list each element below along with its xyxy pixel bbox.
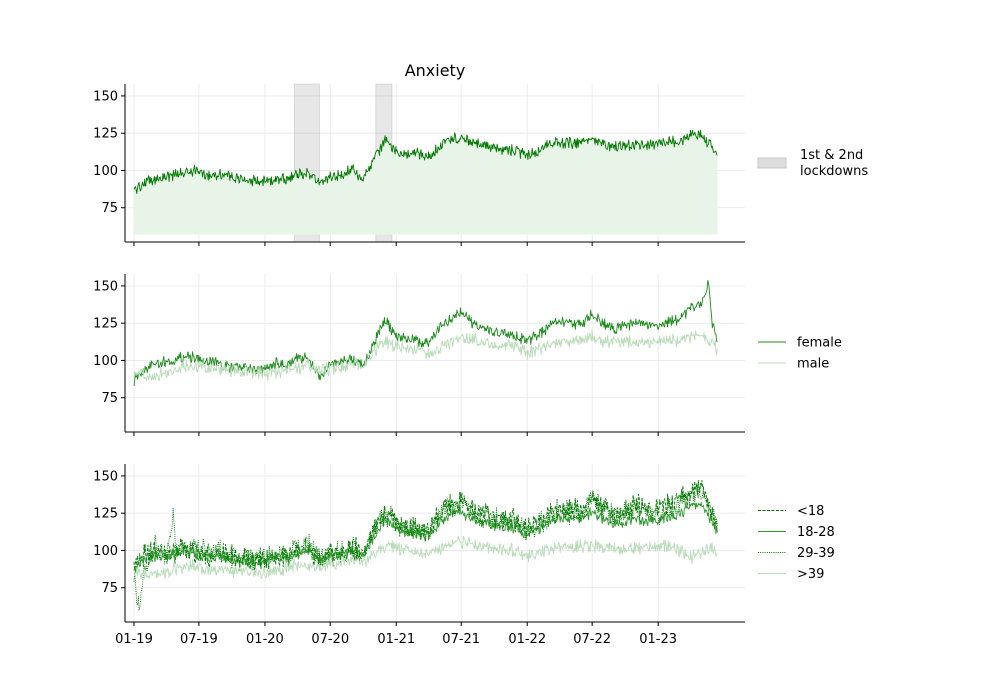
panel-2-series [133, 280, 718, 387]
panel-3-legend-label-0: <18 [797, 504, 824, 519]
panel-3-y-tick-label: 100 [93, 544, 118, 559]
panel-3-x-tick-label: 07-22 [573, 632, 611, 647]
panel-2-y-tick-label: 100 [93, 354, 118, 369]
panel-3-series [133, 479, 718, 611]
panel-2-y-tick-label: 75 [101, 391, 118, 406]
panel-2-legend-label-0: female [797, 336, 842, 351]
panel-1-y-tick-label: 75 [101, 201, 118, 216]
panel-1-anxiety: Anxiety 75 100 125 150 1st & 2nd lockdowns [93, 61, 868, 246]
panel-2-series-line-1 [133, 330, 718, 381]
panel-3-legend: <18 18-28 29-39 >39 [758, 504, 835, 582]
panel-2-series-line-0 [133, 280, 718, 387]
panel-1-y-ticks: 75 100 125 150 [93, 89, 125, 216]
panel-3-series-line-1 [133, 502, 718, 574]
panel-3-y-tick-label: 75 [101, 581, 118, 596]
panel-2-y-ticks: 75 100 125 150 [93, 279, 125, 406]
legend-lockdown-label-line: lockdowns [800, 164, 868, 179]
panel-1-y-tick-label: 100 [93, 164, 118, 179]
panel-3-age: 75 100 125 150 01-19 07-19 01-20 07-20 01-21 07-… [93, 464, 835, 647]
panel-2-y-tick-label: 150 [93, 279, 118, 294]
panel-3-series-line-2 [133, 484, 718, 611]
panel-3-series-line-3 [133, 535, 718, 580]
panel-1-y-tick-label: 150 [93, 89, 118, 104]
panel-1-series-line-0 [133, 129, 718, 194]
panel-3-x-tick-label: 07-19 [180, 632, 218, 647]
panel-1-x-ticks [133, 242, 659, 246]
panel-2-legend: female male [758, 336, 842, 372]
panel-3-legend-label-2: 29-39 [797, 546, 835, 561]
panel-3-x-tick-label: 07-21 [442, 632, 480, 647]
panel-2-legend-label-1: male [797, 357, 829, 372]
panel-3-x-tick-label: 07-20 [311, 632, 349, 647]
panel-3-legend-label-3: >39 [797, 567, 824, 582]
panel-1-series-area-0 [134, 130, 718, 235]
panel-3-y-tick-label: 150 [93, 469, 118, 484]
panel-3-x-ticks: 01-19 07-19 01-20 07-20 01-21 07-21 01-22 07-22… [115, 622, 677, 647]
panel-2-y-tick-label: 125 [93, 317, 118, 332]
legend-lockdown-label: 1st & 2nd lockdowns [800, 148, 868, 179]
panel-3-legend-label-1: 18-28 [797, 525, 835, 540]
panel-1-series [133, 129, 718, 235]
panel-1-legend: 1st & 2nd lockdowns [757, 148, 868, 179]
panel-3-x-tick-label: 01-19 [115, 632, 153, 647]
panel-2-gender: 75 100 125 150 female male [93, 274, 842, 436]
panel-3-y-tick-label: 125 [93, 507, 118, 522]
panel-3-x-tick-label: 01-21 [377, 632, 415, 647]
panel-3-x-tick-label: 01-23 [639, 632, 677, 647]
legend-lockdown-patch [757, 157, 787, 169]
legend-lockdown-label-line: 1st & 2nd [800, 148, 863, 163]
panel-3-x-tick-label: 01-20 [246, 632, 284, 647]
panel-2-x-ticks [133, 432, 659, 436]
panel-3-x-tick-label: 01-22 [508, 632, 546, 647]
chart-title: Anxiety [405, 61, 466, 80]
panel-3-y-ticks: 75 100 125 150 [93, 469, 125, 596]
panel-2-grid [125, 274, 745, 432]
panel-1-y-tick-label: 125 [93, 127, 118, 142]
